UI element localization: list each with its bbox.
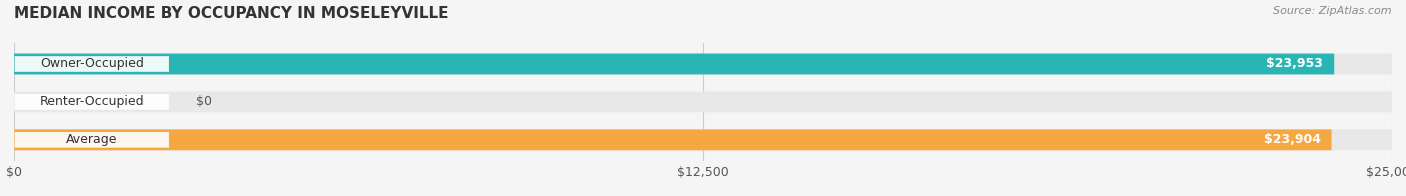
Text: $23,904: $23,904 bbox=[1264, 133, 1320, 146]
Text: Average: Average bbox=[66, 133, 118, 146]
FancyBboxPatch shape bbox=[14, 129, 1331, 150]
Text: Owner-Occupied: Owner-Occupied bbox=[39, 57, 143, 71]
Text: $0: $0 bbox=[195, 95, 212, 108]
FancyBboxPatch shape bbox=[14, 92, 1392, 112]
Text: Renter-Occupied: Renter-Occupied bbox=[39, 95, 143, 108]
FancyBboxPatch shape bbox=[14, 54, 1334, 74]
Text: MEDIAN INCOME BY OCCUPANCY IN MOSELEYVILLE: MEDIAN INCOME BY OCCUPANCY IN MOSELEYVIL… bbox=[14, 6, 449, 21]
FancyBboxPatch shape bbox=[14, 56, 169, 72]
Text: Source: ZipAtlas.com: Source: ZipAtlas.com bbox=[1274, 6, 1392, 16]
FancyBboxPatch shape bbox=[14, 54, 1392, 74]
FancyBboxPatch shape bbox=[14, 129, 1392, 150]
FancyBboxPatch shape bbox=[14, 94, 169, 110]
Text: $23,953: $23,953 bbox=[1267, 57, 1323, 71]
FancyBboxPatch shape bbox=[14, 132, 169, 148]
